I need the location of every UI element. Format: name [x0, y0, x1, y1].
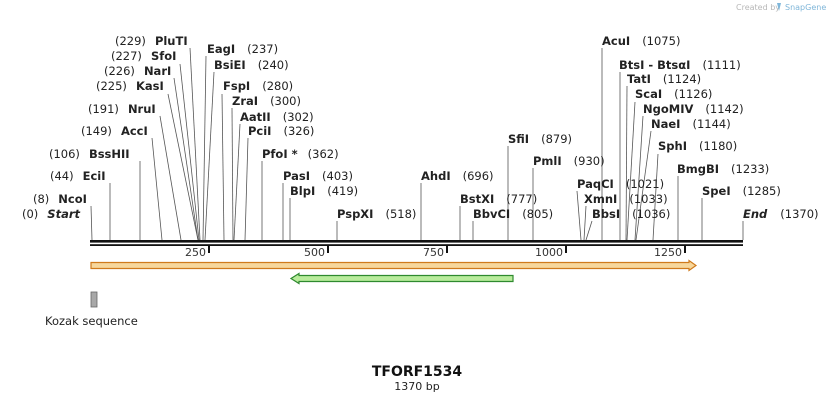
leader-tati: [625, 85, 628, 241]
start-label: Start: [47, 207, 80, 221]
credit-prefix: Created by: [736, 3, 780, 12]
site-bmgbi[interactable]: BmgBI (1233): [677, 162, 769, 176]
leader-bbsi: [585, 220, 593, 241]
site-pluti[interactable]: (229) PluTI: [115, 34, 188, 48]
kozak-feature[interactable]: [90, 291, 98, 308]
leader-eagi: [202, 55, 207, 241]
leader-kasi: [167, 93, 199, 241]
leader-fspi: [221, 93, 225, 241]
ruler-tick-label: 500: [304, 246, 325, 259]
ruler-tick-mark: [208, 246, 210, 253]
leader-xmni: [583, 205, 587, 241]
snapgene-logo-icon: [777, 3, 781, 11]
site-sphi[interactable]: SphI (1180): [658, 139, 737, 153]
site-nari[interactable]: (226) NarI: [104, 64, 171, 78]
site-aatii[interactable]: AatII (302): [240, 110, 314, 124]
site-bstxi[interactable]: BstXI (777): [460, 192, 537, 206]
end-label-group: End (1370): [743, 207, 819, 221]
ruler-tick-label: 250: [185, 246, 206, 259]
credit-brand[interactable]: SnapGene: [785, 3, 826, 12]
ruler-tick-mark: [684, 246, 686, 253]
plasmid-length: 1370 bp: [394, 380, 439, 393]
site-btsi[interactable]: BtsI - BtsαI (1111): [619, 58, 741, 72]
site-pspxi[interactable]: PspXI (518): [337, 207, 416, 221]
sequence-backbone: [90, 240, 743, 246]
site-pfoi[interactable]: PfoI * (362): [262, 147, 339, 161]
site-kasi[interactable]: (225) KasI: [96, 79, 164, 93]
site-bbvci[interactable]: BbvCI (805): [473, 207, 553, 221]
site-pmli[interactable]: PmlI (930): [533, 154, 605, 168]
restriction-site-labels: (0) Start End (1370) (8) NcoI (44) EciI (106…: [22, 34, 819, 221]
site-zrai[interactable]: ZraI (300): [232, 94, 301, 108]
site-acci[interactable]: (149) AccI: [81, 124, 148, 138]
site-blpi[interactable]: BlpI (419): [290, 184, 358, 198]
site-naei[interactable]: NaeI (1144): [651, 117, 731, 131]
leader-aatii: [233, 123, 241, 241]
site-tati[interactable]: TatI (1124): [627, 72, 701, 86]
leader-naei: [635, 130, 652, 241]
site-bsshii[interactable]: (106) BssHII: [49, 147, 130, 161]
site-xmni[interactable]: XmnI (1033): [584, 192, 668, 206]
ruler: 250 500 750 1000 1250: [185, 246, 686, 259]
site-ngomiv[interactable]: NgoMIV (1142): [643, 102, 744, 116]
leader-sphi: [652, 153, 659, 241]
orf-feature-forward[interactable]: [90, 259, 698, 272]
site-paqci[interactable]: PaqCI (1021): [577, 177, 664, 191]
end-pos: (1370): [780, 207, 818, 221]
leader-nrui: [159, 115, 182, 241]
leader-pcii: [244, 137, 249, 241]
ruler-tick-label: 1000: [535, 246, 563, 259]
orf-feature-reverse[interactable]: [289, 272, 514, 285]
ruler-tick-mark: [565, 246, 567, 253]
start-pos: (0): [22, 207, 38, 221]
leader-sfoi: [179, 63, 200, 241]
start-label-group: (0) Start: [22, 207, 81, 221]
site-ecii[interactable]: (44) EciI: [50, 169, 106, 183]
site-ahdi[interactable]: AhdI (696): [421, 169, 494, 183]
site-ncoi[interactable]: (8) NcoI: [33, 192, 87, 206]
leader-zrai: [231, 107, 234, 241]
end-label: End: [743, 207, 768, 221]
leader-acci: [151, 137, 163, 241]
site-bbsi[interactable]: BbsI (1036): [592, 207, 670, 221]
ruler-tick-label: 750: [423, 246, 444, 259]
leader-paqci: [576, 190, 582, 241]
site-spei[interactable]: SpeI (1285): [702, 184, 781, 198]
leader-pluti: [189, 47, 201, 241]
site-eagi[interactable]: EagI (237): [207, 42, 278, 56]
site-sfoi[interactable]: (227) SfoI: [111, 49, 176, 63]
ruler-tick-label: 1250: [654, 246, 682, 259]
site-pasi[interactable]: PasI (403): [283, 169, 353, 183]
ruler-tick-mark: [446, 246, 448, 253]
site-pcii[interactable]: PciI (326): [248, 124, 314, 138]
leader-ncoi: [90, 205, 93, 241]
leader-nari: [173, 77, 199, 241]
leader-ngomiv: [634, 115, 644, 241]
site-scai[interactable]: ScaI (1126): [635, 87, 712, 101]
site-fspi[interactable]: FspI (280): [223, 79, 293, 93]
leader-scai: [626, 101, 636, 241]
site-acui[interactable]: AcuI (1075): [602, 34, 680, 48]
site-sfii[interactable]: SfiI (879): [508, 132, 572, 146]
kozak-feature-label: Kozak sequence: [45, 314, 138, 328]
leader-bsiei: [204, 71, 215, 241]
site-nrui[interactable]: (191) NruI: [88, 102, 156, 116]
site-bsiei[interactable]: BsiEI (240): [214, 58, 289, 72]
ruler-tick-mark: [327, 246, 329, 253]
plasmid-name: TFORF1534: [372, 364, 463, 380]
site-leader-lines: [90, 47, 744, 241]
